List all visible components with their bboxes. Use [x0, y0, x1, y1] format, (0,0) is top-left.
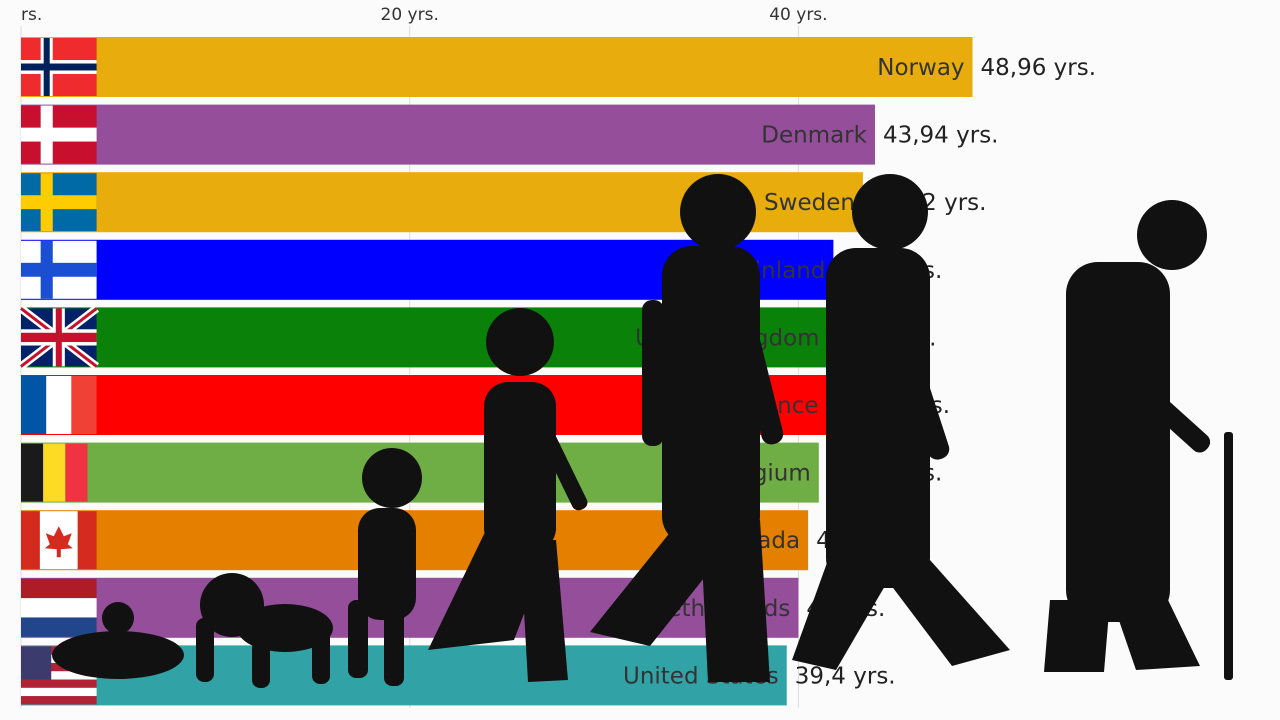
country-label: Sweden: [764, 190, 855, 216]
bar: [21, 37, 973, 97]
denmark-flag: [21, 105, 97, 164]
x-tick-label: 20 yrs.: [381, 5, 439, 25]
x-tick-label: rs.: [21, 5, 42, 25]
united-kingdom-flag: [18, 305, 100, 370]
france-flag: [21, 376, 97, 434]
sweden-flag: [21, 173, 97, 232]
belgium-flag: [21, 443, 88, 502]
finland-flag: [21, 240, 97, 299]
value-label: 48,96 yrs.: [981, 55, 1097, 81]
country-label: Norway: [877, 55, 964, 81]
value-label: 39,4 yrs.: [795, 663, 896, 689]
country-label: Denmark: [761, 123, 867, 149]
norway-flag: [21, 38, 97, 96]
x-tick-label: 40 yrs.: [769, 5, 827, 25]
value-label: 43,94 yrs.: [883, 123, 999, 149]
life-stages-silhouettes-icon: [52, 174, 1233, 688]
x-axis-ticks: rs. 20 yrs. 40 yrs.: [21, 5, 828, 25]
bar: [21, 104, 875, 165]
canada-flag: [21, 511, 97, 570]
netherlands-flag: [21, 578, 97, 637]
